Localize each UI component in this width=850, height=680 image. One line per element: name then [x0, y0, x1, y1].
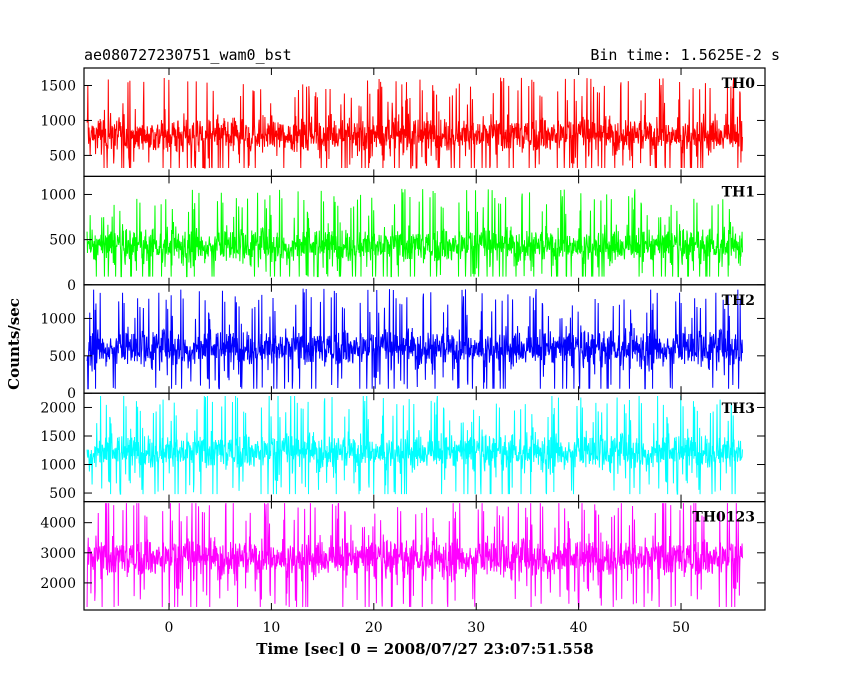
panel-th1: 0 500 1000 TH1 — [40, 175, 766, 294]
y-tick-label: 500 — [49, 486, 76, 502]
y-tick-label: 1000 — [40, 458, 76, 474]
panel-label-th0: TH0 — [722, 76, 756, 92]
y-tick-label: 1500 — [40, 78, 76, 94]
x-tick-label: 30 — [467, 620, 485, 636]
y-tick-label: 500 — [49, 233, 76, 249]
series-line-th1 — [86, 188, 743, 278]
y-tick-label: 1000 — [40, 311, 76, 327]
series-line-th3 — [86, 396, 743, 495]
y-tick-label: 0 — [67, 386, 76, 402]
panel-frame — [83, 284, 766, 394]
x-axis-title: Time [sec] 0 = 2008/07/27 23:07:51.558 — [256, 640, 593, 658]
x-tick-label: 40 — [570, 620, 588, 636]
y-tick-label: 500 — [49, 349, 76, 365]
bin-time-label: Bin time: 1.5625E-2 s — [590, 46, 780, 64]
panel-th0123: 2000 3000 4000 TH0123 — [40, 501, 766, 611]
x-tick-label: 20 — [365, 620, 383, 636]
panel-th0: 500 1000 1500 TH0 — [40, 67, 766, 178]
panel-label-th2: TH2 — [722, 293, 755, 309]
panel-frame — [83, 501, 766, 611]
series-line-th2 — [86, 288, 743, 390]
chart-title: ae080727230751_wam0_bst — [84, 46, 292, 64]
y-tick-label: 3000 — [40, 546, 76, 562]
panel-label-th3: TH3 — [722, 401, 755, 417]
y-tick-label: 1500 — [40, 429, 76, 445]
panel-th3: 500 1000 1500 2000 TH3 — [40, 392, 766, 503]
panels-group: 500 1000 1500 TH0 0 500 1000 TH1 0 500 1000 TH2 500 1… — [40, 67, 766, 611]
panel-th2: 0 500 1000 TH2 — [40, 284, 766, 402]
x-tick-label: 10 — [262, 620, 280, 636]
x-axis: 0 10 20 30 40 50 — [165, 620, 690, 636]
y-tick-label: 1000 — [40, 187, 76, 203]
y-tick-label: 500 — [49, 148, 76, 164]
y-tick-label: 2000 — [40, 400, 76, 416]
panel-label-th1: TH1 — [722, 184, 755, 200]
y-tick-label: 4000 — [40, 516, 76, 532]
panel-label-th0123: TH0123 — [692, 510, 755, 526]
y-tick-label: 1000 — [40, 113, 76, 129]
y-axis-title: Counts/sec — [5, 298, 23, 390]
series-line-th0123 — [86, 502, 743, 608]
series-line-th0 — [86, 77, 743, 169]
x-tick-label: 0 — [165, 620, 174, 636]
y-tick-label: 0 — [67, 278, 76, 294]
x-tick-label: 50 — [672, 620, 690, 636]
y-tick-label: 2000 — [40, 576, 76, 592]
